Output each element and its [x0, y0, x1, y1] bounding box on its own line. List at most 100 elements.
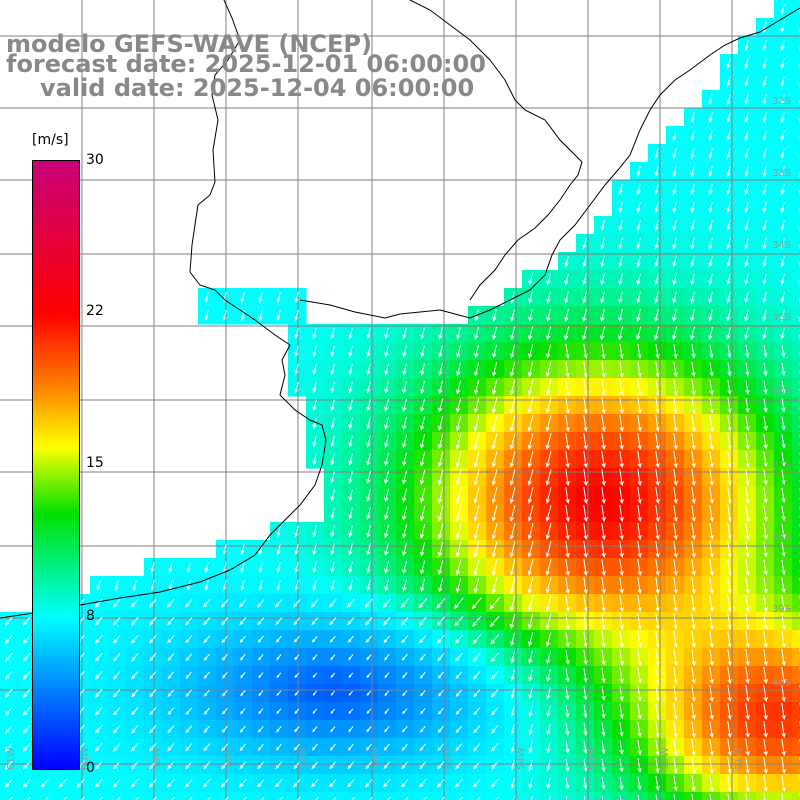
wind-cell — [792, 630, 800, 649]
wind-arrow — [708, 129, 713, 142]
wind-arrow — [131, 634, 139, 644]
wind-cell — [792, 378, 800, 397]
wind-arrow — [509, 361, 516, 378]
wind-arrow — [709, 451, 714, 469]
wind-arrow — [167, 725, 175, 734]
wind-arrow — [275, 779, 283, 788]
wind-arrow — [654, 308, 659, 323]
wind-arrow — [347, 635, 354, 643]
wind-arrow — [420, 345, 425, 358]
wind-arrow — [781, 434, 786, 449]
wind-arrow — [601, 649, 606, 666]
wind-cell — [792, 144, 800, 163]
wind-cell — [270, 792, 289, 800]
wind-arrow — [312, 579, 317, 592]
wind-arrow — [744, 255, 749, 268]
wind-arrow — [655, 451, 660, 469]
wind-cell — [648, 792, 667, 800]
wind-cell — [180, 792, 199, 800]
wind-arrow — [491, 689, 499, 698]
wind-arrow — [472, 615, 482, 627]
wind-cell — [36, 792, 55, 800]
wind-arrow — [383, 743, 390, 751]
wind-arrow — [545, 523, 552, 540]
wind-arrow — [601, 613, 606, 631]
wind-arrow — [763, 469, 768, 486]
wind-arrow — [474, 344, 480, 359]
wind-arrow — [619, 487, 624, 505]
wind-arrow — [601, 595, 606, 613]
wind-arrow — [489, 615, 500, 628]
wind-arrow — [329, 617, 337, 626]
wind-arrow — [258, 708, 264, 715]
wind-arrow — [204, 580, 209, 591]
wind-arrow — [438, 416, 444, 431]
wind-arrow — [781, 631, 786, 649]
wind-cell — [108, 792, 127, 800]
wind-arrow — [22, 652, 31, 662]
wind-arrow — [546, 705, 551, 718]
wind-arrow — [744, 75, 749, 88]
wind-arrow — [495, 796, 499, 800]
wind-arrow — [117, 796, 121, 800]
wind-arrow — [491, 577, 498, 594]
wind-arrow — [583, 415, 588, 433]
wind-arrow — [384, 561, 389, 574]
wind-arrow — [583, 577, 588, 595]
wind-arrow — [257, 635, 264, 643]
wind-arrow — [455, 487, 462, 504]
wind-arrow — [420, 560, 426, 575]
wind-arrow — [473, 707, 481, 716]
wind-arrow — [348, 453, 353, 466]
wind-arrow — [203, 617, 211, 626]
wind-arrow — [221, 743, 229, 752]
wind-arrow — [727, 380, 732, 396]
lat-label: 34S — [772, 240, 791, 251]
wind-arrow — [366, 525, 371, 538]
wind-cell — [18, 792, 37, 800]
wind-arrow — [240, 309, 245, 322]
wind-arrow — [762, 327, 767, 340]
wind-arrow — [655, 487, 660, 505]
wind-arrow — [456, 362, 462, 377]
wind-cell — [720, 792, 739, 800]
wind-cell — [792, 180, 800, 199]
wind-arrow — [312, 399, 317, 412]
wind-arrow — [293, 599, 301, 608]
wind-arrow — [745, 415, 750, 432]
wind-arrow — [366, 579, 371, 592]
wind-arrow — [727, 505, 732, 523]
wind-arrow — [203, 671, 210, 679]
wind-arrow — [691, 415, 696, 433]
wind-arrow — [4, 742, 13, 752]
wind-arrow — [419, 635, 427, 644]
wind-arrow — [312, 708, 318, 714]
wind-arrow — [583, 795, 586, 800]
wind-arrow — [583, 397, 588, 415]
lon-label: 54W — [516, 747, 527, 770]
wind-arrow — [491, 433, 498, 450]
wind-arrow — [546, 344, 552, 359]
wind-cell — [792, 792, 800, 800]
wind-arrow — [745, 433, 750, 450]
wind-arrow — [691, 595, 696, 613]
wind-arrow — [312, 690, 317, 696]
wind-arrow — [745, 613, 750, 631]
wind-arrow — [601, 795, 604, 800]
wind-arrow — [366, 672, 372, 679]
wind-arrow — [438, 578, 444, 593]
wind-arrow — [221, 778, 229, 788]
wind-arrow — [600, 255, 605, 268]
wind-arrow — [348, 363, 353, 376]
wind-arrow — [673, 595, 678, 613]
wind-arrow — [619, 703, 624, 720]
wind-arrow — [113, 724, 121, 734]
wind-arrow — [727, 577, 732, 595]
wind-arrow — [275, 761, 283, 770]
wind-arrow — [437, 778, 445, 788]
wind-arrow — [509, 523, 516, 540]
wind-cell — [432, 792, 451, 800]
wind-arrow — [333, 796, 337, 800]
wind-arrow — [763, 416, 768, 431]
wind-arrow — [583, 487, 588, 505]
